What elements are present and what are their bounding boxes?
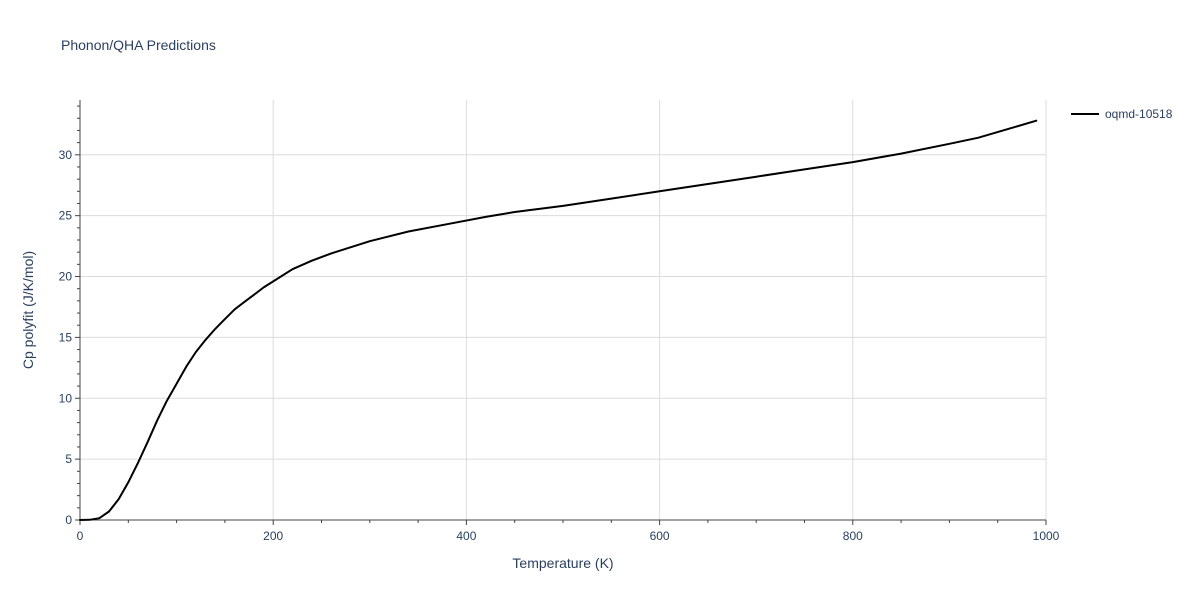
y-tick-label: 0 — [65, 513, 72, 527]
x-tick-label: 600 — [650, 529, 670, 543]
x-axis-title: Temperature (K) — [512, 555, 613, 571]
chart-title: Phonon/QHA Predictions — [61, 37, 216, 53]
series-layer — [79, 119, 1038, 521]
x-tick-labels: 0 200 400 600 800 1000 — [77, 529, 1060, 543]
x-tick-label: 200 — [263, 529, 283, 543]
legend-label: oqmd-10518 — [1105, 107, 1173, 121]
legend[interactable]: oqmd-10518 — [1071, 107, 1173, 121]
y-tick-label: 30 — [59, 148, 73, 162]
y-tick-label: 15 — [59, 330, 73, 344]
axes — [75, 100, 1047, 525]
series-line — [79, 119, 1038, 521]
y-tick-labels: 0 5 10 15 20 25 30 — [59, 148, 73, 527]
y-tick-label: 20 — [59, 270, 73, 284]
x-tick-label: 400 — [456, 529, 476, 543]
y-tick-label: 5 — [65, 452, 72, 466]
y-axis-title: Cp polyfit (J/K/mol) — [20, 251, 36, 369]
grid — [80, 100, 1047, 520]
y-tick-label: 10 — [59, 391, 73, 405]
x-tick-label: 0 — [77, 529, 84, 543]
x-tick-label: 800 — [843, 529, 863, 543]
y-tick-label: 25 — [59, 209, 73, 223]
x-tick-label: 1000 — [1033, 529, 1060, 543]
